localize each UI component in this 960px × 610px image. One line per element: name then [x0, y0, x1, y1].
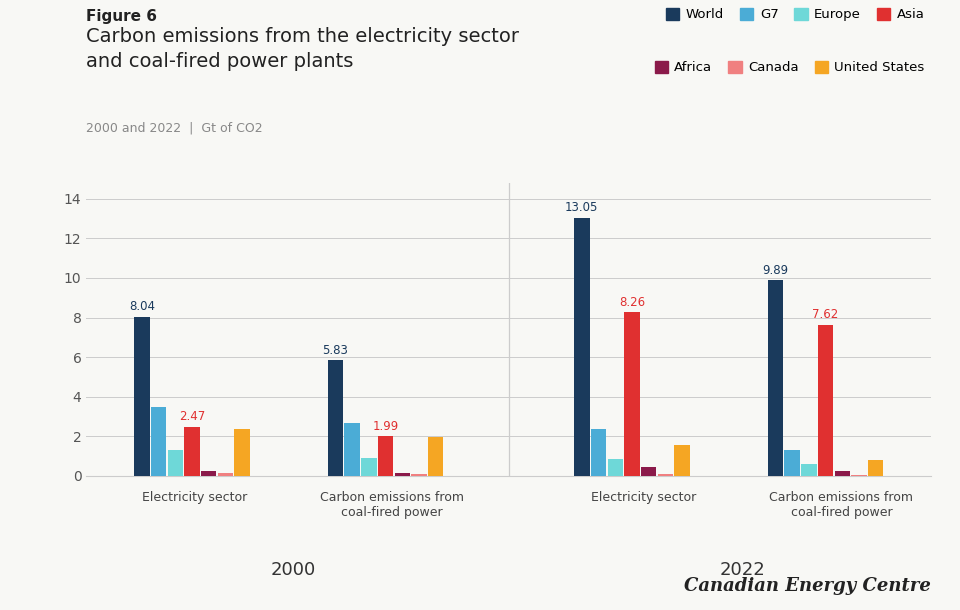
- Bar: [852, 475, 867, 476]
- Bar: [184, 427, 200, 476]
- Text: Electricity sector: Electricity sector: [591, 491, 696, 504]
- Bar: [361, 458, 376, 476]
- Bar: [411, 474, 427, 476]
- Bar: [234, 429, 250, 476]
- Bar: [590, 429, 607, 476]
- Bar: [201, 472, 216, 476]
- Bar: [608, 459, 623, 476]
- Text: Canadian Energy Centre: Canadian Energy Centre: [684, 576, 931, 595]
- Bar: [378, 436, 394, 476]
- Text: 2022: 2022: [720, 561, 765, 580]
- Text: 7.62: 7.62: [812, 309, 839, 321]
- Bar: [834, 472, 850, 476]
- Bar: [168, 450, 183, 476]
- Bar: [818, 325, 833, 476]
- Bar: [428, 437, 444, 476]
- Legend: Africa, Canada, United States: Africa, Canada, United States: [655, 61, 924, 74]
- Bar: [624, 312, 639, 476]
- Bar: [574, 218, 589, 476]
- Bar: [658, 474, 673, 476]
- Text: Carbon emissions from the electricity sector
and coal-fired power plants: Carbon emissions from the electricity se…: [86, 27, 519, 71]
- Bar: [768, 280, 783, 476]
- Bar: [327, 361, 343, 476]
- Text: Figure 6: Figure 6: [86, 9, 157, 24]
- Bar: [868, 461, 883, 476]
- Text: Carbon emissions from
coal-fired power: Carbon emissions from coal-fired power: [769, 491, 913, 519]
- Bar: [784, 450, 800, 476]
- Bar: [641, 467, 657, 476]
- Bar: [218, 473, 233, 476]
- Text: Carbon emissions from
coal-fired power: Carbon emissions from coal-fired power: [320, 491, 464, 519]
- Text: Electricity sector: Electricity sector: [142, 491, 247, 504]
- Bar: [675, 445, 690, 476]
- Text: 9.89: 9.89: [762, 264, 788, 276]
- Bar: [134, 317, 150, 476]
- Text: 2000 and 2022  |  Gt of CO2: 2000 and 2022 | Gt of CO2: [86, 122, 263, 135]
- Text: 8.26: 8.26: [619, 296, 645, 309]
- Bar: [395, 473, 410, 476]
- Text: 8.04: 8.04: [129, 300, 155, 313]
- Text: 13.05: 13.05: [565, 201, 598, 214]
- Text: 1.99: 1.99: [372, 420, 398, 433]
- Text: 5.83: 5.83: [323, 344, 348, 357]
- Bar: [151, 406, 166, 476]
- Bar: [345, 423, 360, 476]
- Bar: [802, 464, 817, 476]
- Text: 2.47: 2.47: [179, 411, 205, 423]
- Text: 2000: 2000: [271, 561, 316, 580]
